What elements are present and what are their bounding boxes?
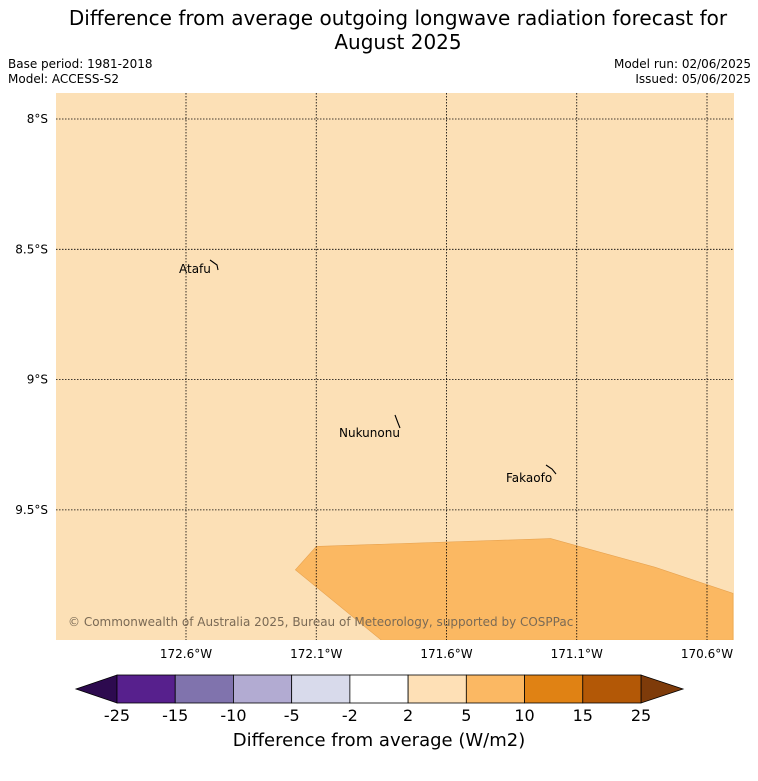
copyright-text: © Commonwealth of Australia 2025, Bureau… bbox=[68, 615, 573, 629]
lat-tick-label: 9°S bbox=[27, 373, 48, 387]
colorbar-tick-label: -25 bbox=[104, 706, 130, 725]
colorbar-tick-label: -10 bbox=[220, 706, 246, 725]
colorbar-swatch bbox=[524, 674, 584, 704]
lon-tick-label: 171.1°W bbox=[551, 647, 603, 661]
island-atafu-outline bbox=[209, 259, 219, 271]
colorbar-tick-label: -5 bbox=[284, 706, 300, 725]
lat-tick-label: 9.5°S bbox=[15, 503, 48, 517]
colorbar-swatch bbox=[291, 674, 351, 704]
colorbar-under-arrow bbox=[74, 674, 118, 704]
lat-tick-label: 8.5°S bbox=[15, 242, 48, 256]
lat-tick-label: 8°S bbox=[27, 112, 48, 126]
colorbar-tick-label: 25 bbox=[631, 706, 651, 725]
model-text: Model: ACCESS-S2 bbox=[8, 72, 120, 86]
model-run-text: Model run: 02/06/2025 bbox=[613, 57, 751, 71]
info-left: Base period: 1981-2018 Model: ACCESS-S2 bbox=[8, 57, 153, 87]
info-right: Model run: 02/06/2025 Issued: 05/06/2025 bbox=[614, 57, 751, 87]
place-label-nukunonu: Nukunonu bbox=[339, 426, 400, 440]
chart-title: Difference from average outgoing longwav… bbox=[0, 6, 758, 54]
lon-tick-label: 172.6°W bbox=[160, 647, 212, 661]
colorbar-tick-label: 2 bbox=[403, 706, 413, 725]
colorbar-over-arrow bbox=[640, 674, 685, 704]
colorbar-swatch bbox=[233, 674, 293, 704]
colorbar-tick-label: 15 bbox=[573, 706, 593, 725]
title-line-2: August 2025 bbox=[334, 30, 462, 54]
colorbar-tick-label: -2 bbox=[342, 706, 358, 725]
colorbar-swatch bbox=[349, 674, 409, 704]
colorbar-tick-label: 5 bbox=[461, 706, 471, 725]
issued-text: Issued: 05/06/2025 bbox=[635, 72, 751, 86]
title-line-1: Difference from average outgoing longwav… bbox=[68, 6, 728, 30]
lon-tick-label: 172.1°W bbox=[290, 647, 342, 661]
colorbar-tick-label: -15 bbox=[162, 706, 188, 725]
colorbar-swatch bbox=[174, 674, 234, 704]
colorbar-swatch bbox=[116, 674, 176, 704]
lon-tick-label: 170.6°W bbox=[681, 647, 733, 661]
lon-tick-label: 171.6°W bbox=[420, 647, 472, 661]
map-area: Atafu Nukunonu Fakaofo © Commonwealth of Au… bbox=[56, 93, 734, 640]
colorbar-swatch bbox=[407, 674, 467, 704]
anomaly-region bbox=[294, 538, 734, 640]
colorbar-label: Difference from average (W/m2) bbox=[232, 730, 526, 751]
island-nukunonu-outline bbox=[394, 414, 401, 429]
colorbar-tick-label: 10 bbox=[514, 706, 534, 725]
place-label-fakaofo: Fakaofo bbox=[506, 471, 552, 485]
colorbar-swatch bbox=[582, 674, 642, 704]
colorbar-swatch bbox=[465, 674, 525, 704]
island-fakaofo-outline bbox=[545, 464, 557, 475]
place-label-atafu: Atafu bbox=[179, 262, 211, 276]
base-period-text: Base period: 1981-2018 bbox=[8, 57, 153, 71]
